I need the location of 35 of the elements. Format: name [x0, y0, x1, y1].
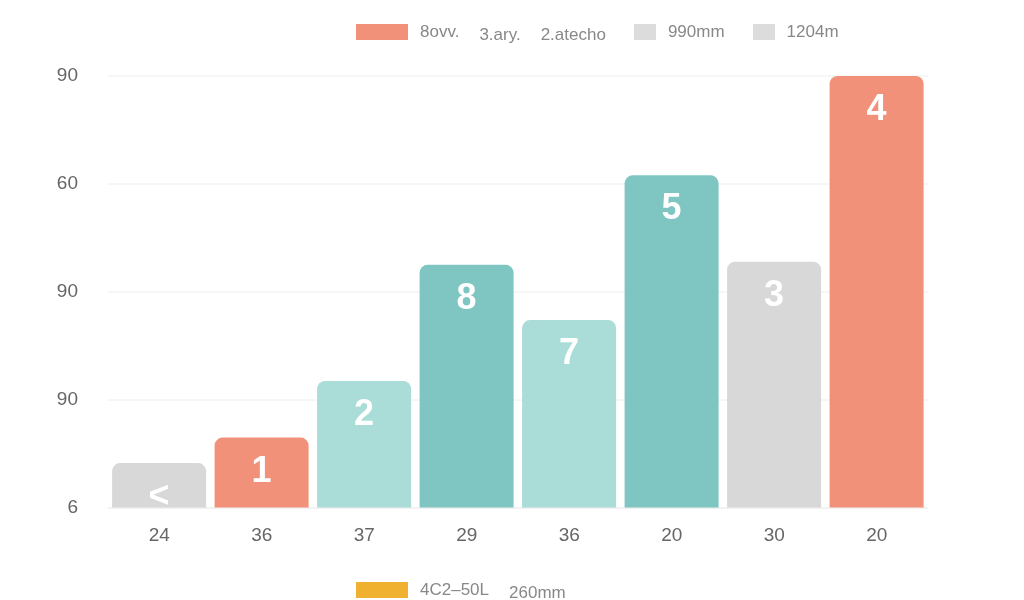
annotation: 8 [456, 275, 477, 317]
x-tick-label: 20 [866, 524, 888, 546]
bar [419, 264, 514, 508]
text: 60 [55, 172, 78, 194]
text: 8ovv. [420, 22, 460, 42]
text: 90 [55, 64, 78, 86]
bar [317, 380, 412, 508]
annotation: 7 [559, 331, 580, 373]
x-tick-label: 24 [148, 524, 171, 546]
text: 990mm [667, 22, 725, 42]
annotation: 4 [866, 87, 887, 128]
bar [214, 437, 309, 508]
bar [829, 76, 924, 508]
text: 4C2–50L [420, 580, 490, 600]
x-tick-label: 30 [763, 524, 785, 546]
bar [624, 175, 719, 508]
text: 3.ary. [479, 25, 521, 45]
annotation: 5 [661, 186, 682, 228]
bar [112, 463, 207, 508]
text: 90 [55, 388, 78, 410]
x-tick-label: 37 [353, 524, 375, 546]
bar [522, 320, 617, 508]
x-tick-label: 20 [661, 524, 683, 546]
text: 6 [66, 496, 78, 518]
text: 90 [55, 280, 78, 302]
x-tick-label: 36 [558, 524, 580, 546]
text: 260mm [509, 583, 566, 600]
bar [727, 261, 822, 508]
x-tick-label: 36 [251, 524, 273, 546]
text: 2.atecho [540, 25, 606, 45]
text: 1204m [786, 22, 839, 42]
x-tick-label: 29 [456, 524, 478, 546]
annotation: 2 [354, 391, 375, 433]
annotation: 1 [251, 448, 272, 490]
annotation: < [148, 474, 170, 516]
